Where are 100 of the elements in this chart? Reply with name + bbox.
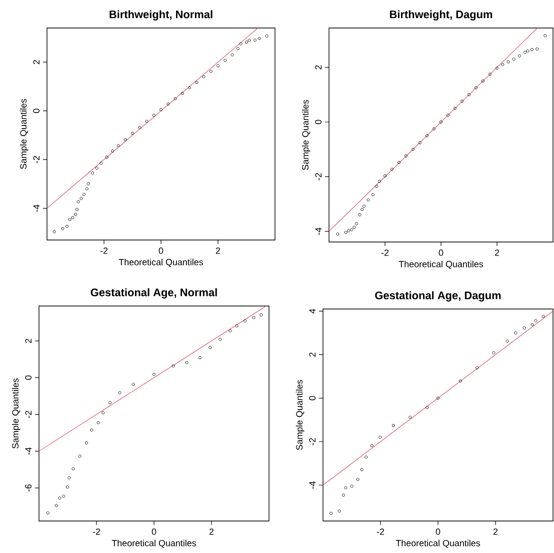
point — [195, 80, 198, 84]
point — [458, 379, 462, 382]
chart-title: Gestational Age, Normal — [90, 288, 217, 298]
point — [408, 416, 412, 419]
point — [65, 224, 68, 228]
point — [180, 92, 184, 95]
point — [202, 75, 206, 78]
point — [330, 512, 333, 515]
point — [152, 114, 156, 117]
point — [78, 454, 82, 458]
point — [514, 331, 518, 334]
point — [522, 326, 526, 330]
point — [96, 421, 100, 424]
point — [265, 34, 268, 38]
x-tick-label: 2 — [209, 528, 214, 535]
point — [530, 323, 534, 326]
point — [71, 216, 74, 220]
point — [474, 86, 478, 90]
point — [364, 456, 368, 459]
point — [85, 187, 88, 190]
point — [404, 154, 408, 158]
chart-title: Birthweight, Dagum — [390, 10, 492, 20]
point — [244, 319, 247, 322]
y-tick-label: -4 — [33, 204, 40, 212]
point — [366, 198, 370, 202]
point — [198, 356, 202, 360]
point — [84, 441, 88, 444]
x-tick-label: 2 — [216, 248, 220, 254]
point — [91, 171, 94, 174]
point — [495, 66, 499, 70]
y-tick-label: 2 — [33, 60, 40, 64]
y-axis-title: Sample Quantiles — [296, 380, 304, 450]
point — [90, 428, 94, 432]
point — [244, 40, 248, 44]
y-tick-label: 2 — [309, 352, 316, 357]
point — [166, 102, 170, 106]
point — [252, 316, 256, 320]
y-tick-label: -4 — [25, 447, 32, 455]
point — [383, 174, 387, 178]
point — [378, 436, 382, 439]
point — [362, 204, 366, 208]
point — [371, 193, 374, 196]
y-tick-label: -2 — [25, 410, 32, 418]
point — [488, 72, 492, 76]
point — [74, 212, 78, 216]
point — [235, 324, 238, 328]
point — [58, 496, 62, 500]
point — [230, 53, 234, 56]
y-tick-label: 0 — [315, 120, 322, 124]
point — [544, 34, 547, 38]
x-axis-title: Theoretical Quantiles — [112, 540, 196, 548]
point — [501, 63, 504, 66]
y-tick-label: -2 — [309, 438, 316, 446]
point — [467, 93, 471, 96]
y-tick-label: 2 — [315, 65, 322, 70]
point — [460, 100, 464, 103]
point — [46, 511, 50, 514]
point — [390, 168, 394, 171]
chart-title: Gestational Age, Dagum — [375, 291, 501, 302]
point — [248, 38, 251, 42]
point — [82, 192, 86, 196]
point — [86, 182, 90, 186]
y-axis-title: Sample Quantiles — [12, 378, 20, 448]
x-axis-title: Theoretical Quantiles — [118, 258, 204, 267]
point — [344, 486, 348, 490]
point — [172, 364, 175, 368]
x-axis-title: Theoretical Quantiles — [398, 260, 484, 269]
x-tick-label: -2 — [376, 528, 384, 535]
point — [358, 213, 362, 216]
y-axis-title: Sample Quantiles — [302, 100, 310, 170]
point — [360, 468, 364, 472]
point — [159, 108, 163, 112]
x-axis-title: Theoretical Quantiles — [396, 540, 480, 548]
y-tick-label: -6 — [25, 484, 32, 492]
x-tick-label: -2 — [100, 248, 108, 254]
y-tick-label: 0 — [25, 376, 32, 380]
point — [108, 401, 112, 404]
point — [102, 411, 105, 414]
point — [100, 162, 103, 165]
point — [392, 424, 395, 428]
point — [418, 141, 422, 144]
point — [260, 313, 263, 316]
x-tick-label: 0 — [158, 248, 164, 254]
point — [446, 114, 450, 117]
point — [439, 120, 443, 124]
point — [152, 372, 156, 376]
y-tick-label: 0 — [309, 396, 316, 400]
point — [436, 396, 440, 400]
y-tick-label: -4 — [309, 481, 316, 489]
point — [518, 54, 521, 58]
point — [432, 127, 436, 130]
point — [526, 49, 530, 52]
point — [397, 160, 401, 164]
point — [62, 494, 66, 498]
point — [356, 478, 360, 481]
point — [72, 467, 75, 470]
point — [105, 156, 108, 159]
y-tick-label: 0 — [33, 108, 40, 113]
y-tick-label: -2 — [315, 173, 322, 180]
point — [145, 120, 148, 123]
